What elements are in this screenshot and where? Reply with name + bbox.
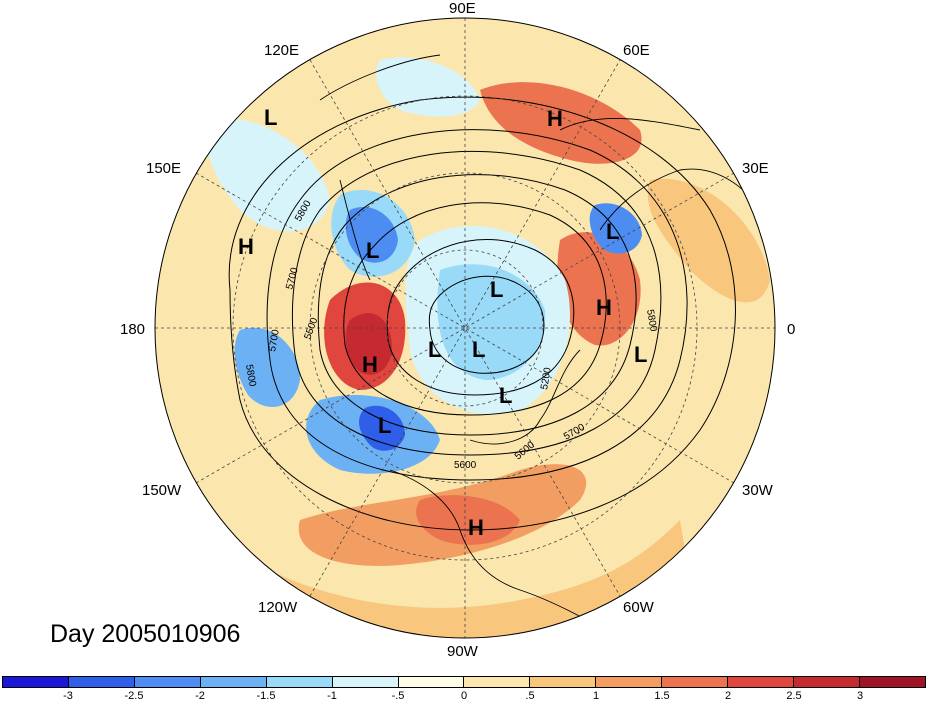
pressure-center-low-arctic-2: L	[428, 337, 441, 362]
day-title: Day 2005010906	[50, 620, 241, 648]
colorbar-tick-label: -2.5	[124, 690, 144, 702]
colorbar-tick-label: 0	[460, 690, 468, 702]
contour-label: 5700	[267, 328, 282, 352]
lon-label-90w: 90W	[447, 643, 478, 660]
colorbar-segment	[464, 677, 531, 687]
colorbar-tick-label: .5	[525, 690, 535, 702]
pressure-center-high-gulf-mexico: H	[468, 515, 484, 540]
lon-label-60w: 60W	[623, 599, 654, 616]
warm-alaska-core	[345, 313, 392, 375]
lon-label-120e: 120E	[264, 42, 300, 59]
colorbar-segment	[596, 677, 663, 687]
warm-europe	[647, 178, 770, 303]
colorbar-tick-label: -.5	[391, 690, 405, 702]
contour-label: 5800	[644, 309, 659, 333]
height-contours	[228, 96, 736, 531]
colorbar-segment	[859, 677, 925, 687]
pressure-center-low-arctic-1: L	[490, 277, 503, 302]
warm-gulf	[416, 495, 520, 545]
colorbar-segment	[332, 677, 399, 687]
contour-label: 5200	[539, 366, 554, 390]
colorbar-segment	[134, 677, 201, 687]
colorbar-tick-label: -3	[63, 690, 73, 702]
lon-label-150e: 150E	[146, 160, 182, 177]
cold-north-siberia	[376, 57, 480, 117]
colorbar-tick-label: 1.5	[654, 690, 670, 702]
warm-region-south	[240, 520, 700, 638]
cold-europe-low	[589, 203, 642, 254]
pressure-center-low-gulf-alaska: L	[378, 413, 391, 438]
colorbar-segment	[68, 677, 135, 687]
map-border	[154, 17, 776, 639]
cold-arctic-mid	[437, 264, 546, 380]
coastlines	[319, 54, 761, 638]
colorbar-segment	[662, 677, 729, 687]
pressure-center-low-atlantic: L	[634, 342, 647, 367]
contour-label: 5800	[243, 364, 258, 388]
cold-east-asia	[206, 118, 330, 232]
lon-label-90e: 90E	[449, 0, 476, 17]
colorbar-tick-label: -2	[195, 690, 205, 702]
pressure-center-high-160e: H	[238, 234, 254, 259]
colorbar	[2, 676, 926, 688]
colorbar-tick-label: 3	[856, 690, 864, 702]
colorbar-tick-label: -1	[327, 690, 337, 702]
pressure-center-low-120e: L	[264, 105, 277, 130]
colorbar-segment	[266, 677, 333, 687]
lon-label-30w: 30W	[742, 482, 773, 499]
colorbar-segment	[530, 677, 597, 687]
pressure-center-low-kamchatka: L	[366, 238, 379, 263]
graticule	[155, 18, 775, 638]
pressure-center-high-alaska: H	[362, 352, 378, 377]
colorbar-tick-label: -1.5	[256, 690, 276, 702]
pressure-center-high-scandinavia: H	[596, 295, 612, 320]
lon-label-30e: 30E	[742, 160, 769, 177]
colorbar-segment	[794, 677, 860, 687]
colorbar-segment	[728, 677, 795, 687]
pressure-center-low-greenland: L	[499, 383, 512, 408]
colorbar-tick-label: 2	[724, 690, 732, 702]
colorbar-segment	[3, 677, 69, 687]
pressure-center-markers: L H L H L L H L L L H L L H	[238, 105, 647, 540]
lon-label-60e: 60E	[623, 42, 650, 59]
colorbar-tick-label: 2.5	[786, 690, 802, 702]
pressure-center-low-40e: L	[606, 219, 619, 244]
lon-label-120w: 120W	[258, 599, 298, 616]
colorbar-segment	[200, 677, 267, 687]
lon-label-150w: 150W	[142, 482, 182, 499]
pressure-center-low-arctic-3: L	[472, 337, 485, 362]
colorbar-tick-label: 1	[592, 690, 600, 702]
lon-label-180: 180	[120, 321, 146, 338]
colorbar-segment	[398, 677, 465, 687]
cold-gulf-alaska-core	[358, 405, 405, 451]
lon-label-0: 0	[787, 321, 796, 338]
contour-label: 5600	[454, 460, 477, 471]
pressure-center-high-60e: H	[547, 106, 563, 131]
cold-pacific	[234, 327, 300, 407]
